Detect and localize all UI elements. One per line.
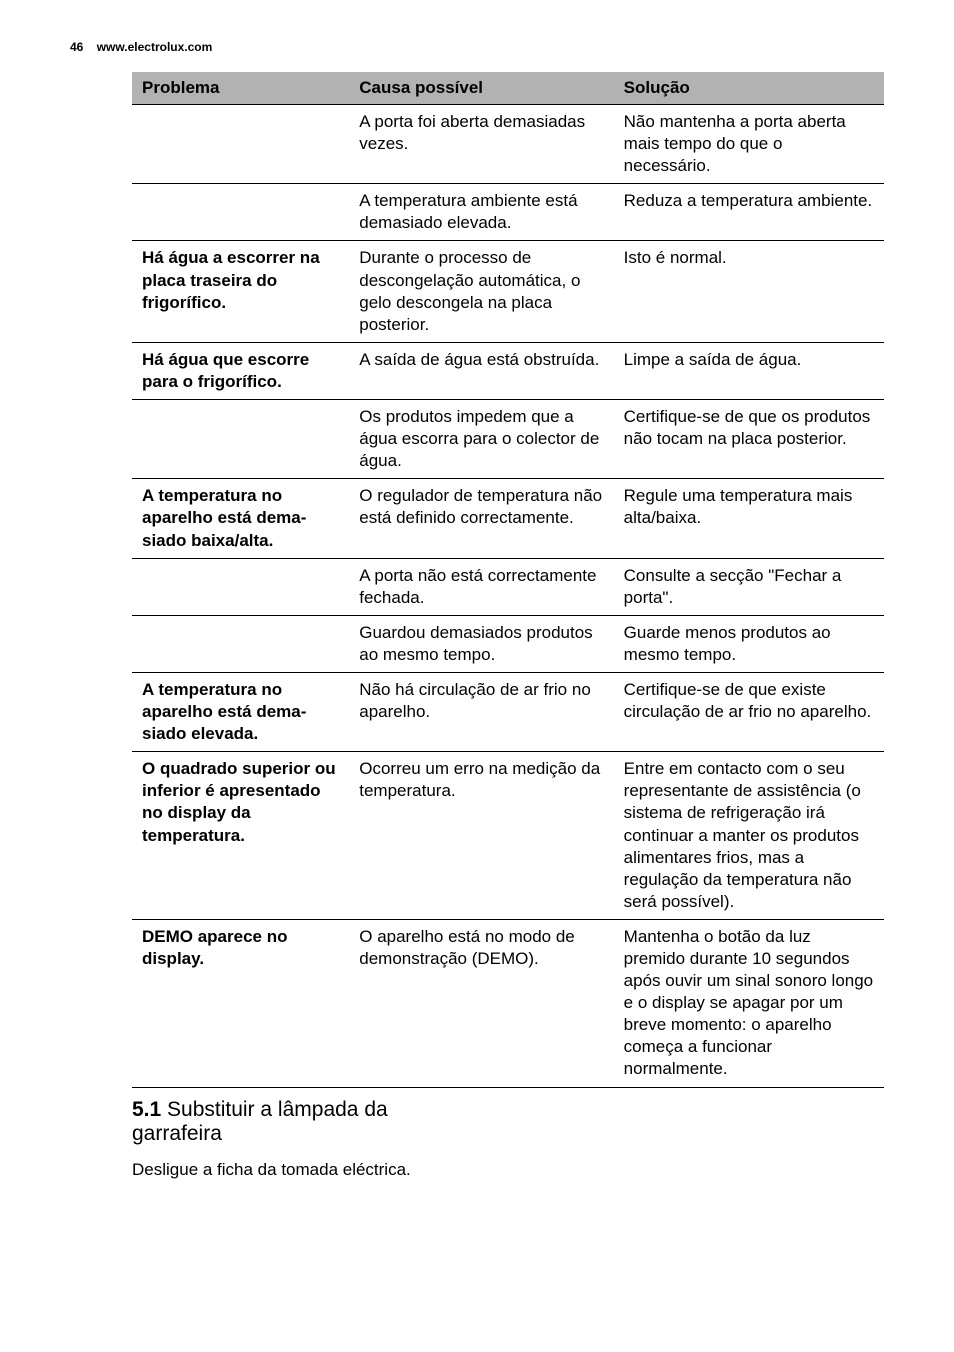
cell-problem — [132, 105, 349, 184]
table-row: A temperatura ambiente está demasiado el… — [132, 184, 884, 241]
section-number: 5.1 — [132, 1098, 161, 1121]
cell-problem: DEMO aparece no display. — [132, 919, 349, 1087]
cell-cause: Durante o processo de descongelação auto… — [349, 241, 613, 342]
cell-solution: Entre em contacto com o seu representant… — [614, 752, 884, 920]
table-row: Os produtos impedem que a água escorra p… — [132, 400, 884, 479]
cell-problem: Há água a escorrer na placa traseira do … — [132, 241, 349, 342]
table-row: Há água a escorrer na placa traseira do … — [132, 241, 884, 342]
cell-solution: Guarde menos produtos ao mesmo tempo. — [614, 615, 884, 672]
table-row: DEMO aparece no display. O aparelho está… — [132, 919, 884, 1087]
section-heading: 5.1 Substituir a lâmpada da garrafeira — [132, 1098, 884, 1146]
cell-solution: Isto é normal. — [614, 241, 884, 342]
table-header-solucao: Solução — [614, 72, 884, 105]
cell-solution: Mantenha o botão da luz premido durante … — [614, 919, 884, 1087]
cell-problem: A temperatura no aparelho está dema­siad… — [132, 672, 349, 751]
section-title-line1: Substituir a lâmpada da — [167, 1098, 388, 1121]
cell-cause: O aparelho está no modo de demonstração … — [349, 919, 613, 1087]
cell-solution: Não mantenha a porta aberta mais tempo d… — [614, 105, 884, 184]
cell-cause: Os produtos impedem que a água escorra p… — [349, 400, 613, 479]
cell-solution: Certifique-se de que existe circulação d… — [614, 672, 884, 751]
cell-solution: Consulte a secção "Fechar a porta". — [614, 558, 884, 615]
header-url: www.electrolux.com — [97, 40, 213, 54]
table-row: A porta foi aberta dema­siadas vezes. Nã… — [132, 105, 884, 184]
cell-cause: Ocorreu um erro na medi­ção da temperatu… — [349, 752, 613, 920]
troubleshooting-table: Problema Causa possível Solução A porta … — [132, 72, 884, 1088]
table-header-problema: Problema — [132, 72, 349, 105]
table-row: A porta não está correcta­mente fechada.… — [132, 558, 884, 615]
cell-cause: A temperatura ambiente está demasiado el… — [349, 184, 613, 241]
cell-problem: A temperatura no aparelho está dema­siad… — [132, 479, 349, 558]
page-number: 46 — [70, 40, 83, 54]
table-row: Guardou demasiados pro­dutos ao mesmo te… — [132, 615, 884, 672]
cell-solution: Certifique-se de que os produtos não toc… — [614, 400, 884, 479]
cell-problem — [132, 184, 349, 241]
table-row: Há água que escor­re para o frigorífico.… — [132, 342, 884, 399]
cell-solution: Limpe a saída de água. — [614, 342, 884, 399]
section-title-line2: garrafeira — [132, 1122, 222, 1145]
page-header: 46 www.electrolux.com — [70, 40, 884, 54]
cell-cause: Não há circulação de ar frio no aparelho… — [349, 672, 613, 751]
table-header-causa: Causa possível — [349, 72, 613, 105]
cell-problem — [132, 558, 349, 615]
cell-cause: A porta foi aberta dema­siadas vezes. — [349, 105, 613, 184]
cell-solution: Reduza a temperatura am­biente. — [614, 184, 884, 241]
cell-cause: O regulador de temperatu­ra não está def… — [349, 479, 613, 558]
section-body: Desligue a ficha da tomada eléctrica. — [132, 1160, 884, 1180]
cell-problem: Há água que escor­re para o frigorífico. — [132, 342, 349, 399]
table-row: A temperatura no aparelho está dema­siad… — [132, 672, 884, 751]
cell-cause: A saída de água está ob­struída. — [349, 342, 613, 399]
cell-problem — [132, 615, 349, 672]
cell-problem: O quadrado superior ou inferior é apre­s… — [132, 752, 349, 920]
table-row: A temperatura no aparelho está dema­siad… — [132, 479, 884, 558]
cell-problem — [132, 400, 349, 479]
cell-cause: A porta não está correcta­mente fechada. — [349, 558, 613, 615]
cell-solution: Regule uma temperatura mais alta/baixa. — [614, 479, 884, 558]
table-row: O quadrado superior ou inferior é apre­s… — [132, 752, 884, 920]
cell-cause: Guardou demasiados pro­dutos ao mesmo te… — [349, 615, 613, 672]
